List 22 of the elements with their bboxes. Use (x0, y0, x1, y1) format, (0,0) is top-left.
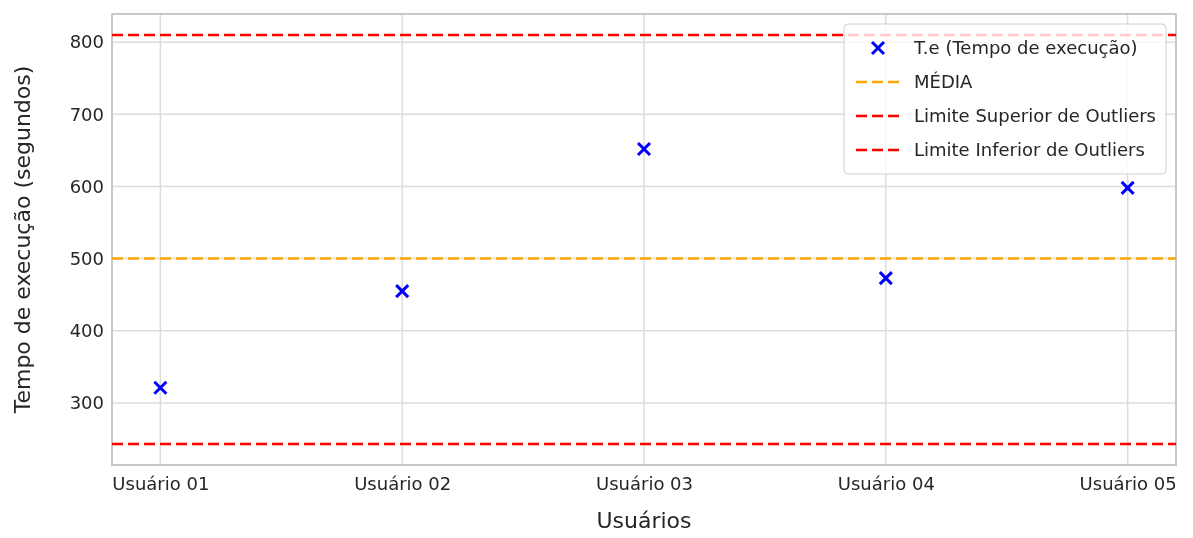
x-tick-label: Usuário 01 (112, 472, 210, 494)
y-tick-label: 400 (69, 320, 104, 342)
x-tick-label: Usuário 03 (595, 472, 694, 494)
x-tick-label: Usuário 02 (354, 472, 452, 494)
y-axis-title: Tempo de execução (segundos) (10, 65, 35, 415)
y-tick-label: 500 (69, 247, 104, 269)
y-tick-label: 700 (69, 103, 104, 125)
legend-label: MÉDIA (914, 71, 974, 92)
y-tick-label: 800 (69, 31, 104, 53)
legend-label: Limite Superior de Outliers (914, 105, 1156, 126)
legend-label: T.e (Tempo de execução) (913, 37, 1138, 58)
legend-label: Limite Inferior de Outliers (914, 139, 1145, 160)
y-tick-label: 600 (69, 175, 104, 197)
y-tick-label: 300 (69, 392, 104, 414)
point (394, 283, 410, 299)
x-axis-title: Usuários (596, 508, 692, 533)
point (1120, 180, 1136, 196)
point (152, 380, 168, 396)
x-tick-label: Usuário 05 (1079, 472, 1177, 494)
point (878, 270, 894, 286)
point (636, 141, 652, 157)
x-tick-label: Usuário 04 (837, 472, 935, 494)
